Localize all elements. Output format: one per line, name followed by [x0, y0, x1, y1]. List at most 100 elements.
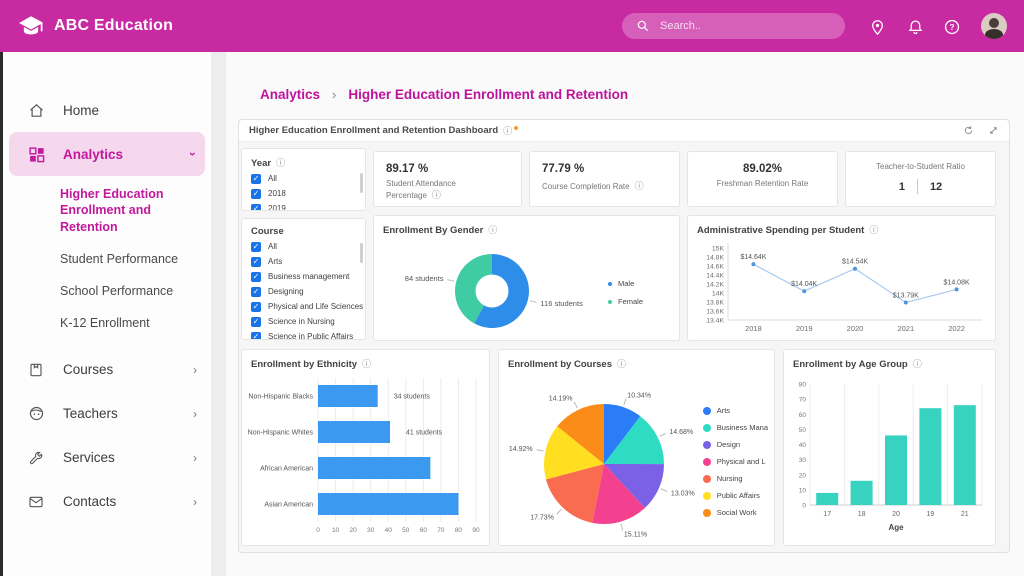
- sidebar-item-courses[interactable]: Courses ›: [3, 348, 211, 392]
- content-panel: Analytics › Higher Education Enrollment …: [226, 52, 1024, 576]
- pie-slice[interactable]: [557, 404, 604, 464]
- svg-text:41 students: 41 students: [406, 430, 443, 437]
- pie-slice[interactable]: [604, 464, 664, 508]
- checkbox-checked-icon[interactable]: ✓: [251, 203, 261, 210]
- course-option[interactable]: ✓ All: [242, 239, 365, 254]
- bar[interactable]: [953, 405, 976, 505]
- chevron-right-icon: ›: [193, 494, 197, 509]
- sidebar-item-label: Home: [63, 102, 100, 118]
- checkbox-checked-icon[interactable]: ✓: [251, 331, 261, 340]
- bar[interactable]: [816, 492, 839, 505]
- analytics-submenu: Higher Education Enrollment and Retentio…: [60, 186, 211, 332]
- checkbox-checked-icon[interactable]: ✓: [251, 173, 261, 184]
- sidebar-item-teachers[interactable]: Teachers ›: [3, 392, 211, 436]
- help-button[interactable]: ?: [941, 16, 963, 38]
- course-option[interactable]: ✓ Science in Nursing: [242, 314, 365, 329]
- pie-slice[interactable]: [545, 464, 604, 523]
- info-icon[interactable]: ⓘ: [617, 359, 627, 369]
- year-option[interactable]: ✓ 2019: [242, 201, 365, 210]
- gender-donut-chart: 116 students 84 students: [374, 238, 606, 340]
- info-icon[interactable]: ⓘ: [276, 158, 286, 168]
- checkbox-checked-icon[interactable]: ✓: [251, 286, 261, 297]
- svg-text:$14.08K: $14.08K: [944, 279, 970, 286]
- legend-item[interactable]: Social Work: [702, 508, 768, 517]
- expand-button[interactable]: [988, 125, 999, 136]
- course-option[interactable]: ✓ Arts: [242, 254, 365, 269]
- data-point[interactable]: [903, 300, 908, 305]
- bar[interactable]: [318, 385, 378, 407]
- info-icon[interactable]: ⓘ: [634, 181, 644, 191]
- location-button[interactable]: [866, 16, 888, 38]
- legend-item[interactable]: Physical and L: [702, 457, 768, 466]
- info-icon[interactable]: ⓘ: [431, 190, 441, 200]
- info-icon[interactable]: ⓘ: [503, 126, 513, 136]
- checkbox-checked-icon[interactable]: ✓: [251, 316, 261, 327]
- legend-item[interactable]: Arts: [702, 406, 768, 415]
- sidebar-item-services[interactable]: Services ›: [3, 436, 211, 480]
- sidebar-subitem-student-performance[interactable]: Student Performance: [60, 251, 179, 266]
- sidebar-item-home[interactable]: Home: [3, 88, 211, 132]
- course-option[interactable]: ✓ Business management: [242, 269, 365, 284]
- pie-slice[interactable]: [604, 404, 641, 464]
- legend-item[interactable]: Male: [608, 279, 643, 288]
- info-icon[interactable]: ⓘ: [869, 225, 879, 235]
- checkbox-checked-icon[interactable]: ✓: [251, 271, 261, 282]
- legend-marker-icon: [702, 474, 711, 483]
- sidebar-subitem-school-performance[interactable]: School Performance: [60, 284, 174, 298]
- expand-icon: [990, 127, 997, 134]
- data-point[interactable]: [853, 266, 857, 271]
- checkbox-checked-icon[interactable]: ✓: [251, 301, 261, 312]
- checkbox-checked-icon[interactable]: ✓: [251, 241, 261, 252]
- svg-text:14.8K: 14.8K: [706, 255, 724, 262]
- checkbox-checked-icon[interactable]: ✓: [251, 188, 261, 199]
- checkbox-checked-icon[interactable]: ✓: [251, 256, 261, 267]
- scrollbar-thumb[interactable]: [360, 243, 363, 263]
- analytics-grid-icon: [27, 145, 45, 163]
- bar[interactable]: [885, 435, 907, 505]
- notifications-button[interactable]: [904, 16, 926, 38]
- legend-item[interactable]: Nursing: [702, 474, 768, 483]
- pie-slice[interactable]: [592, 464, 645, 524]
- sidebar-item-contacts[interactable]: Contacts ›: [3, 480, 211, 524]
- user-avatar[interactable]: [981, 13, 1007, 39]
- home-icon: [27, 101, 45, 119]
- search-bar[interactable]: [622, 13, 845, 39]
- info-icon[interactable]: ⓘ: [362, 359, 372, 369]
- legend-item[interactable]: Public Affairs: [702, 491, 768, 500]
- breadcrumb-analytics-link[interactable]: Analytics: [260, 87, 321, 102]
- bar[interactable]: [318, 493, 459, 515]
- bar[interactable]: [919, 408, 942, 505]
- legend-marker-icon: [608, 299, 612, 304]
- scrollbar-thumb[interactable]: [360, 173, 363, 193]
- legend-item[interactable]: Business Mana: [702, 423, 768, 432]
- data-point[interactable]: [751, 262, 756, 267]
- legend-item[interactable]: Design: [702, 440, 768, 449]
- info-icon[interactable]: ⓘ: [912, 359, 922, 369]
- pie-slice[interactable]: [455, 254, 492, 324]
- sidebar-subitem-k12-enrollment[interactable]: K-12 Enrollment: [60, 316, 150, 331]
- year-option[interactable]: ✓ 2018: [242, 186, 365, 201]
- sidebar-item-analytics[interactable]: Analytics ›: [9, 132, 205, 176]
- svg-text:14.6K: 14.6K: [706, 264, 724, 271]
- bar[interactable]: [318, 457, 431, 479]
- sidebar-subitem-higher-education[interactable]: Higher Education Enrollment and Retentio…: [60, 187, 164, 234]
- pie-slice[interactable]: [544, 426, 604, 480]
- year-option[interactable]: ✓ All: [242, 171, 365, 186]
- sidebar-item-label: Services: [63, 450, 115, 465]
- search-input[interactable]: [660, 20, 820, 32]
- refresh-button[interactable]: [963, 125, 974, 136]
- svg-text:10: 10: [332, 527, 340, 534]
- kpi-card-ratio: Teacher-to-Student Ratio 1 12: [845, 151, 996, 207]
- bar[interactable]: [318, 421, 390, 443]
- bar[interactable]: [850, 480, 873, 505]
- course-option[interactable]: ✓ Science in Public Affairs: [242, 329, 365, 340]
- legend-item[interactable]: Female: [608, 297, 643, 306]
- info-icon[interactable]: ⓘ: [488, 225, 498, 235]
- data-point[interactable]: [802, 289, 807, 294]
- brand[interactable]: ABC Education: [0, 12, 173, 40]
- course-option[interactable]: ✓ Designing: [242, 284, 365, 299]
- course-option[interactable]: ✓ Physical and Life Sciences: [242, 299, 365, 314]
- pie-slice[interactable]: [604, 416, 664, 465]
- svg-text:40: 40: [385, 527, 393, 534]
- data-point[interactable]: [954, 287, 959, 292]
